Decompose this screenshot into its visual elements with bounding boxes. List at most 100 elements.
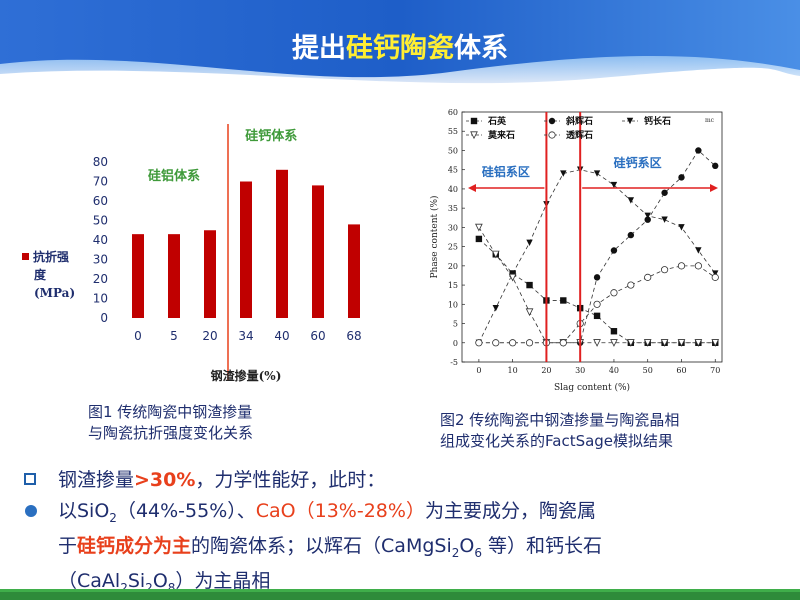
chart2-ytick-label: 20 (448, 262, 458, 271)
chart2-point (660, 339, 669, 347)
bullet-2-cao: CaO（13%-28%） (255, 500, 425, 522)
chart2-point (593, 170, 601, 177)
chart2-left-arrow-head (468, 184, 476, 192)
chart2-point (491, 250, 500, 259)
chart2-point (643, 339, 652, 347)
chart2-point (560, 170, 567, 177)
chart1-bar (348, 224, 360, 318)
bullet-2-sub: 2 (120, 580, 128, 595)
chart2-point (661, 216, 668, 223)
chart2-xtick-label: 40 (609, 366, 619, 375)
chart1-bar (276, 169, 288, 318)
footer-accent-line (0, 589, 800, 592)
bullet-2: 以SiO2（44%-55%）、CaO（13%-28%）为主要成分，陶瓷属 于硅钙… (22, 497, 792, 601)
bullet-2-text: ）为主晶相 (175, 569, 271, 592)
chart2-point (644, 212, 651, 220)
bullet-2-text: （44%-55%）、 (116, 500, 256, 522)
chart1-caption-line2: 与陶瓷抗折强度变化关系 (88, 424, 254, 442)
chart1-bar-chart: 0 10 20 30 40 50 60 70 80 0 5 20 34 40 60 68 硅铝体系 硅钙体系 抗折强… (20, 118, 400, 393)
page-title: 提出硅钙陶瓷体系 (292, 33, 508, 64)
chart2-legend-label: 钙长石 (644, 115, 671, 127)
chart2-corner-label: mc (705, 117, 715, 124)
chart1-ytick-label: 0 (100, 311, 108, 325)
chart2-point (548, 131, 556, 139)
bullet-2-sub: 8 (167, 580, 176, 595)
square-bullet-icon (24, 473, 36, 485)
footer-bar (0, 592, 800, 600)
chart1-ytick-label: 20 (93, 272, 108, 286)
chart1-xtick-label: 20 (202, 329, 217, 343)
chart1-ytick-label: 80 (93, 155, 108, 169)
bullet-2-sub: 2 (109, 510, 117, 525)
chart1-legend-swatch (22, 253, 29, 260)
chart2-point (560, 297, 567, 304)
chart1-caption-line1: 图1 传统陶瓷中钢渣掺量 (88, 403, 253, 421)
chart2-point (678, 174, 685, 181)
bullet-list: 钢渣掺量>30%，力学性能好，此时： 以SiO2（44%-55%）、CaO（13… (22, 466, 792, 601)
chart1-caption: 图1 传统陶瓷中钢渣掺量 与陶瓷抗折强度变化关系 (88, 402, 253, 444)
chart2-point (526, 239, 533, 246)
chart1-xtick-label: 40 (274, 329, 289, 343)
bullet-1-threshold: >30% (134, 469, 196, 491)
chart1-bar (168, 234, 180, 318)
chart2-point (610, 328, 618, 335)
bullet-1-text-a: 钢渣掺量 (58, 469, 135, 491)
chart1-ytick-label: 30 (93, 253, 108, 267)
bullet-2-text: 以SiO (58, 500, 110, 522)
chart2-ytick-label: 30 (448, 223, 458, 232)
chart2-ytick-label: 5 (453, 320, 458, 329)
chart2-point (559, 339, 567, 347)
chart2-point (695, 247, 702, 254)
chart2-svg: -5 0 5 10 15 20 25 30 35 40 45 50 55 60 0 10 20 30 40 50 60 7… (429, 108, 723, 393)
bullet-2-text: 等）和钙长石 (482, 534, 603, 557)
chart2-yaxis-label: Phase content (%) (429, 195, 440, 278)
chart1-legend-label: (MPa) (34, 286, 75, 300)
chart2-point (661, 189, 668, 196)
chart2-point (677, 262, 686, 270)
chart2-point (526, 281, 533, 289)
chart2-ytick-label: 25 (448, 243, 458, 252)
chart2-plot-frame (461, 111, 723, 363)
header-background (0, 0, 800, 84)
chart2-point (627, 281, 635, 289)
chart2-point (475, 223, 483, 232)
chart2-region-label-left: 硅铝系区 (482, 164, 530, 179)
chart2-point (593, 274, 601, 281)
bullet-1: 钢渣掺量>30%，力学性能好，此时： (22, 466, 792, 494)
chart2-point (509, 270, 516, 277)
chart1-bar (132, 234, 144, 318)
bullet-1-text-b: ，力学性能好，此时： (195, 469, 386, 491)
chart2-point (509, 339, 517, 347)
chart2-point (627, 231, 635, 239)
chart1-xtick-label: 0 (134, 329, 142, 343)
chart2-xtick-label: 20 (541, 366, 551, 375)
chart1-bar (240, 181, 252, 318)
bullet-2-sub: 2 (145, 580, 153, 595)
chart2-caption: 图2 传统陶瓷中钢渣掺量与陶瓷晶相 组成变化关系的FactSage模拟结果 (440, 410, 679, 452)
chart1-xaxis-label: 钢渣掺量(%) (211, 368, 282, 383)
chart2-point (626, 117, 634, 125)
chart2-point (694, 262, 702, 270)
chart2-ytick-label: 40 (448, 185, 458, 194)
chart2-point (525, 308, 534, 317)
chart2-point (593, 339, 601, 347)
chart1-xtick-label: 60 (310, 329, 325, 343)
chart2-caption-line2: 组成变化关系的FactSage模拟结果 (440, 432, 674, 450)
chart2-point (492, 339, 500, 347)
chart2-point (610, 181, 618, 189)
chart2-series-line (478, 227, 716, 344)
chart2-ytick-label: 45 (448, 166, 458, 175)
chart2-point (712, 162, 719, 170)
chart1-svg: 0 10 20 30 40 50 60 70 80 0 5 20 34 40 60 68 硅铝体系 硅钙体系抗折强… (22, 124, 362, 383)
chart1-ytick-label: 70 (93, 175, 108, 189)
chart2-ytick-label: 10 (448, 300, 458, 309)
bullet-2-sub: 6 (474, 545, 482, 560)
chart2-region-label-right: 硅钙系区 (614, 155, 662, 170)
bullet-2-text: O (152, 569, 168, 592)
chart2-point (610, 339, 618, 347)
chart1-ytick-label: 50 (93, 214, 108, 228)
chart2-right-arrow-head (710, 184, 718, 192)
bullet-2-highlight: 硅钙成分为主 (77, 534, 192, 557)
header-banner: 提出硅钙陶瓷体系 (0, 0, 800, 84)
chart2-xtick-label: 10 (508, 366, 518, 375)
